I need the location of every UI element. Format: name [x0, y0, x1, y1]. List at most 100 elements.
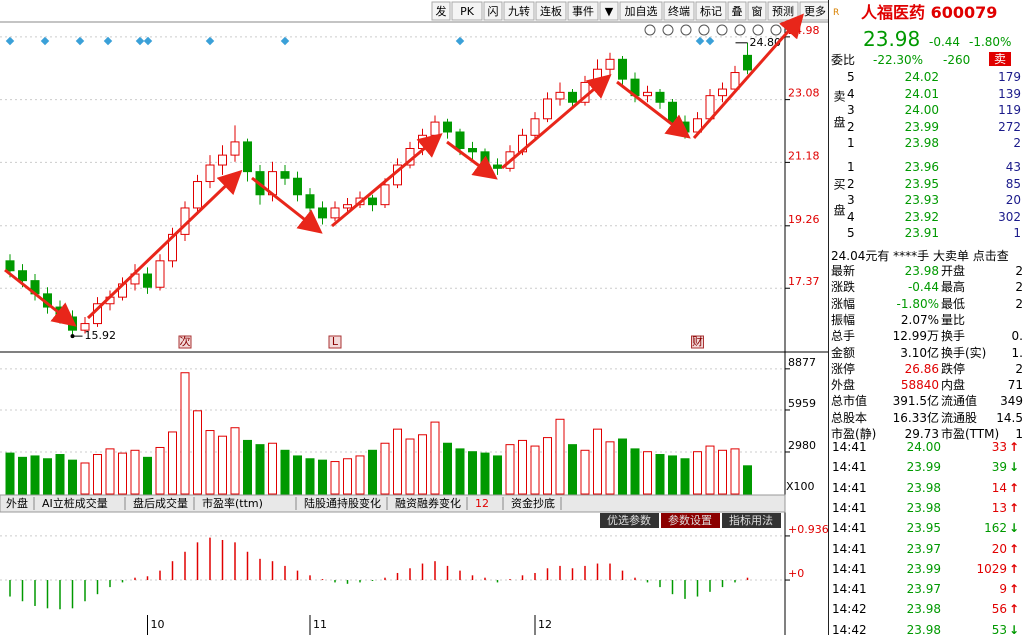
- toolbar-label[interactable]: 更多: [804, 4, 826, 18]
- candle-body: [18, 270, 27, 282]
- indicator-button-label[interactable]: 优选参数: [607, 513, 651, 527]
- marker-diamond: [705, 36, 715, 46]
- tab-bar: [0, 494, 786, 513]
- toolbar-button[interactable]: [451, 1, 483, 21]
- toolbar-button[interactable]: [747, 1, 767, 21]
- candle-body: [668, 101, 677, 123]
- indicator-tab[interactable]: 陆股通持股变化: [304, 496, 381, 510]
- stat-value: 23.98: [904, 264, 939, 278]
- candle-body: [230, 141, 240, 156]
- toolbar-label[interactable]: PK: [460, 5, 475, 18]
- volume-bar: [155, 446, 165, 495]
- toolbar-button[interactable]: [503, 1, 535, 21]
- candle-body: [618, 58, 627, 80]
- trade-price: 23.98: [906, 480, 941, 495]
- volume-bar: [93, 454, 102, 495]
- toolbar-label[interactable]: 窗: [752, 4, 763, 18]
- stat-value: 2: [1015, 361, 1023, 376]
- candle-body: [205, 164, 215, 183]
- toolbar-label[interactable]: 事件: [572, 5, 594, 18]
- volume-bar: [180, 372, 190, 495]
- toolbar-label[interactable]: 九转: [508, 4, 530, 18]
- toolbar-label[interactable]: 发: [436, 4, 447, 18]
- toolbar-button[interactable]: [535, 1, 567, 21]
- trade-volume: 53: [991, 622, 1007, 635]
- unit-label: X100: [786, 480, 815, 493]
- y-tick-label: +0: [788, 567, 804, 580]
- toolbar-label[interactable]: 标记: [700, 4, 722, 18]
- indicator-tab[interactable]: 盘后成交量: [133, 496, 188, 510]
- indicator-tab[interactable]: 资金抄底: [511, 496, 555, 510]
- volume-bar: [418, 434, 427, 495]
- marker-diamond: [205, 36, 215, 46]
- tool-icon: [680, 24, 692, 36]
- toolbar-label[interactable]: ▼: [605, 5, 614, 18]
- toolbar-button[interactable]: [663, 1, 695, 21]
- tool-icon: [698, 24, 710, 36]
- trend-arrows: [4, 13, 804, 327]
- stat-label: 开盘: [941, 264, 966, 278]
- toolbar-button[interactable]: [695, 1, 727, 21]
- indicator-button-label[interactable]: 参数设置: [668, 513, 712, 527]
- candle-body: [380, 184, 390, 206]
- volume-bar: [118, 452, 127, 495]
- volume-bar: [593, 428, 602, 495]
- toolbar-label[interactable]: 预测: [772, 5, 794, 18]
- trade-arrow: ↑: [1008, 602, 1019, 617]
- event-label: L: [332, 335, 339, 348]
- stat-value: 3.10亿: [900, 345, 939, 360]
- indicator-tab[interactable]: 外盘: [6, 496, 28, 510]
- indicator-tab[interactable]: 12: [475, 497, 489, 510]
- y-tick-label: 8877: [788, 356, 816, 369]
- y-tick-label: 21.18: [788, 149, 820, 162]
- volume-bar: [605, 441, 615, 495]
- toolbar-button[interactable]: [599, 1, 619, 21]
- stat-value: 1.: [1011, 345, 1023, 360]
- stat-label: 市盈(TTM): [941, 427, 1000, 441]
- toolbar-label[interactable]: 终端: [668, 4, 690, 18]
- indicator-button[interactable]: [722, 513, 781, 528]
- indicator-tab[interactable]: 融资融券变化: [395, 496, 461, 510]
- toolbar-button[interactable]: [567, 1, 599, 21]
- toolbar-label[interactable]: 叠: [732, 5, 743, 18]
- candle-body: [443, 121, 452, 133]
- candle-body: [5, 260, 15, 272]
- level-volume: 302: [998, 209, 1021, 224]
- toolbar-button[interactable]: [799, 1, 828, 21]
- stat-value: 29.73: [904, 427, 939, 441]
- candle-body: [718, 88, 727, 97]
- toolbar-button[interactable]: [431, 1, 451, 21]
- toolbar-label[interactable]: 连板: [540, 4, 562, 18]
- indicator-tab[interactable]: 市盈率(ttm): [202, 496, 263, 510]
- indicator-button[interactable]: [661, 513, 720, 528]
- level: 5: [847, 70, 855, 84]
- toolbar-button[interactable]: [727, 1, 747, 21]
- indicator-button[interactable]: [600, 513, 659, 528]
- stat-value: 14.5: [996, 410, 1023, 425]
- stat-label: 最低: [941, 296, 966, 311]
- marker-diamond: [455, 36, 465, 46]
- candle-body: [280, 171, 290, 179]
- tool-icon: [770, 24, 782, 36]
- toolbar-label[interactable]: 加自选: [625, 5, 658, 18]
- level-volume: 119: [998, 103, 1021, 117]
- trade-arrow: ↓: [1008, 622, 1019, 635]
- volume-bar: [468, 451, 477, 495]
- arrow: [692, 13, 804, 139]
- volume-bar: [30, 455, 40, 495]
- stock-name: 人福医药 600079: [861, 3, 998, 22]
- toolbar-button[interactable]: [619, 1, 663, 21]
- indicator-tab[interactable]: AI立桩成交量: [42, 496, 108, 510]
- tag: R: [833, 8, 840, 18]
- volume-bar: [330, 461, 340, 495]
- level-price: 23.98: [904, 136, 939, 150]
- marker-diamond: [75, 36, 85, 46]
- stat-value: 58840: [900, 378, 939, 393]
- sell-label: 卖盘: [832, 90, 846, 142]
- toolbar-button[interactable]: [483, 1, 503, 21]
- indicator-button-label[interactable]: 指标用法: [729, 513, 773, 527]
- volume-bar: [205, 430, 215, 495]
- toolbar-label[interactable]: 闪: [488, 4, 499, 18]
- stat-label: 涨幅: [831, 296, 856, 311]
